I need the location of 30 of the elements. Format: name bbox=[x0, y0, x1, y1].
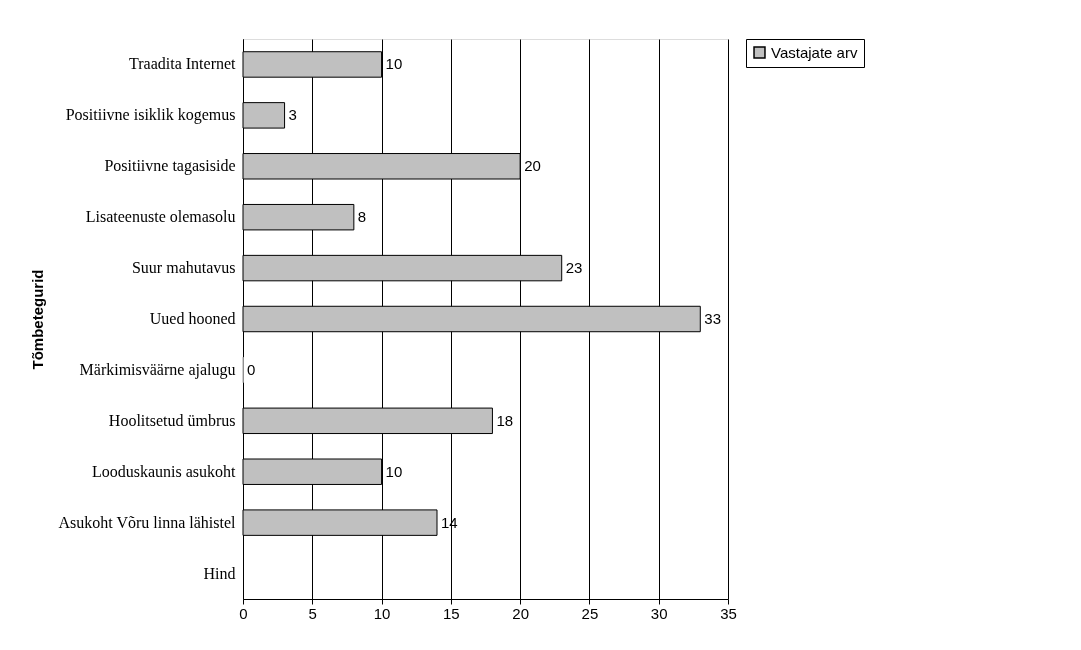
y-tick-label: Looduskaunis asukoht bbox=[91, 462, 237, 480]
x-tick-label: 20 bbox=[512, 604, 529, 622]
y-tick-label: Märkimisväärne ajalugu bbox=[79, 360, 236, 379]
x-tick-label: 10 bbox=[373, 604, 391, 622]
x-tick-label: 15 bbox=[443, 604, 460, 622]
data-label: 33 bbox=[704, 310, 721, 327]
data-label: 10 bbox=[385, 55, 403, 73]
y-tick-label: Hoolitsetud ümbrus bbox=[108, 411, 236, 429]
x-tick-label: 30 bbox=[650, 604, 668, 622]
x-tick-label: 25 bbox=[581, 604, 599, 622]
data-label: 10 bbox=[385, 462, 403, 480]
y-axis-title: Tõmbetegurid bbox=[29, 269, 47, 370]
legend-label: Vastajate arv bbox=[771, 43, 858, 61]
data-label: 23 bbox=[565, 259, 583, 277]
data-label: 20 bbox=[524, 157, 541, 175]
x-tick-label: 35 bbox=[720, 604, 737, 622]
x-tick-label: 5 bbox=[308, 604, 317, 622]
x-tick-label: 0 bbox=[239, 604, 248, 622]
y-tick-label: Suur mahutavus bbox=[131, 259, 236, 277]
y-tick-label: Positiivne isiklik kogemus bbox=[65, 106, 236, 125]
y-tick-label: Asukoht Võru linna lähistel bbox=[58, 513, 237, 531]
y-tick-label: Positiivne tagasiside bbox=[104, 157, 236, 176]
y-tick-label: Hind bbox=[203, 564, 236, 582]
y-tick-label: Lisateenuste olemasolu bbox=[85, 208, 236, 226]
data-label: 3 bbox=[288, 106, 297, 124]
data-label: 0 bbox=[247, 360, 256, 378]
y-tick-label: Uued hooned bbox=[149, 310, 236, 327]
data-label: 18 bbox=[496, 411, 514, 429]
data-label: 8 bbox=[357, 208, 367, 226]
y-tick-label: Traadita Internet bbox=[129, 55, 237, 73]
